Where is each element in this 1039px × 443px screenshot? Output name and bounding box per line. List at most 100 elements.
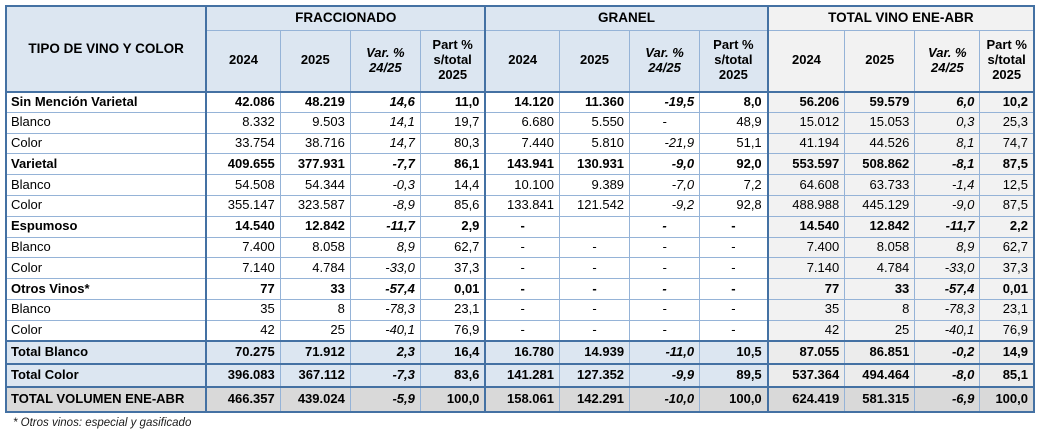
cell-total-2024: 41.194: [766, 132, 846, 155]
row-label: Varietal: [5, 153, 207, 176]
cell-frac-var: -7,7: [349, 153, 421, 176]
cell-frac-var: 14,6: [349, 91, 421, 113]
col-header-granel-2025: 2025: [558, 29, 631, 93]
cell-total-part: 10,2: [979, 91, 1035, 113]
report-page: TIPO DE VINO Y COLOR FRACCIONADO GRANEL …: [5, 5, 1035, 430]
data-row: Varietal 409.655 377.931 -7,7 86,1 143.941 130…: [5, 153, 1035, 176]
cell-total-part: 25,3: [979, 111, 1035, 134]
cell-granel-var: -: [629, 319, 701, 342]
cell-frac-2025: 439.024: [279, 386, 351, 413]
cell-total-var: 6,0: [914, 91, 981, 113]
cell-total-part: 74,7: [979, 132, 1035, 155]
cell-total-var: -8,0: [914, 363, 981, 388]
cell-granel-2025: 14.939: [558, 340, 631, 365]
col-header-total-2025: 2025: [844, 29, 916, 93]
cell-granel-part: 89,5: [699, 363, 769, 388]
data-row: Color 7.140 4.784 -33,0 37,3- - - -7.140 4.784 -3…: [5, 257, 1035, 280]
data-row: Blanco 8.332 9.503 14,1 19,7 6.680 5.550-48,9 1…: [5, 111, 1035, 134]
row-label: Total Blanco: [5, 340, 207, 365]
cell-total-2025: 44.526: [844, 132, 916, 155]
cell-total-var: -57,4: [914, 278, 981, 300]
cell-frac-part: 100,0: [419, 386, 486, 413]
col-header-granel-2024: 2024: [484, 29, 560, 93]
cell-total-part: 85,1: [979, 363, 1035, 388]
cell-frac-part: 76,9: [419, 319, 486, 342]
cell-total-2024: 35: [766, 298, 846, 321]
cell-frac-var: -5,9: [349, 386, 421, 413]
col-header-frac-2024: 2024: [205, 29, 281, 93]
cell-total-2025: 86.851: [844, 340, 916, 365]
cell-granel-2025: 121.542: [558, 194, 631, 217]
cell-total-part: 87,5: [979, 153, 1035, 176]
cell-granel-2025: -: [558, 278, 631, 300]
cell-frac-var: -78,3: [349, 298, 421, 321]
cell-total-var: -0,2: [914, 340, 981, 365]
cell-frac-var: 14,7: [349, 132, 421, 155]
row-label: Color: [5, 132, 207, 155]
cell-total-var: -9,0: [914, 194, 981, 217]
cell-granel-2024: -: [484, 236, 560, 259]
cell-granel-part: 92,8: [699, 194, 769, 217]
cell-granel-2024: -: [484, 319, 560, 342]
cell-frac-2025: 4.784: [279, 257, 351, 280]
table-header: TIPO DE VINO Y COLOR FRACCIONADO GRANEL …: [5, 5, 1035, 93]
cell-total-var: -11,7: [914, 215, 981, 238]
cell-total-2024: 64.608: [766, 174, 846, 196]
footnote: * Otros vinos: especial y gasificado: [13, 417, 192, 430]
cell-total-2024: 553.597: [766, 153, 846, 176]
cell-granel-2024: 143.941: [484, 153, 560, 176]
col-header-frac-part: Part % s/total 2025: [419, 29, 486, 93]
cell-granel-2024: 16.780: [484, 340, 560, 365]
row-label: Blanco: [5, 111, 207, 134]
cell-frac-part: 0,01: [419, 278, 486, 300]
cell-granel-2025: 5.810: [558, 132, 631, 155]
cell-granel-part: 8,0: [699, 91, 769, 113]
cell-frac-2025: 377.931: [279, 153, 351, 176]
cell-granel-part: -: [699, 215, 769, 238]
cell-total-var: -40,1: [914, 319, 981, 342]
cell-frac-part: 2,9: [419, 215, 486, 238]
table-body: Sin Mención Varietal 42.086 48.219 14,6 11,0…: [5, 91, 1035, 413]
cell-frac-part: 37,3: [419, 257, 486, 280]
cell-granel-part: 10,5: [699, 340, 769, 365]
cell-total-part: 62,7: [979, 236, 1035, 259]
col-header-total-2024: 2024: [766, 29, 846, 93]
col-header-frac-var: Var. % 24/25: [349, 29, 421, 93]
cell-total-part: 12,5: [979, 174, 1035, 196]
cell-frac-var: -7,3: [349, 363, 421, 388]
data-row: Blanco 35 8 -78,3 23,1- - - -35 8 -78,3 23,1: [5, 298, 1035, 321]
cell-frac-var: 8,9: [349, 236, 421, 259]
cell-total-2024: 15.012: [766, 111, 846, 134]
row-label: TOTAL VOLUMEN ENE-ABR: [5, 386, 207, 413]
row-label: Total Color: [5, 363, 207, 388]
cell-granel-var: -11,0: [629, 340, 701, 365]
cell-total-2024: 77: [766, 278, 846, 300]
cell-total-part: 2,2: [979, 215, 1035, 238]
cell-frac-2025: 71.912: [279, 340, 351, 365]
cell-total-2025: 12.842: [844, 215, 916, 238]
cell-total-2025: 25: [844, 319, 916, 342]
cell-frac-part: 16,4: [419, 340, 486, 365]
cell-granel-2024: 6.680: [484, 111, 560, 134]
cell-frac-part: 14,4: [419, 174, 486, 196]
data-row: Otros Vinos* 77 33 -57,4 0,01- - - -77 33 -57,4 0,…: [5, 278, 1035, 300]
cell-total-part: 23,1: [979, 298, 1035, 321]
cell-total-2025: 59.579: [844, 91, 916, 113]
cell-frac-2025: 323.587: [279, 194, 351, 217]
row-label: Espumoso: [5, 215, 207, 238]
cell-granel-2024: -: [484, 278, 560, 300]
cell-granel-2024: 141.281: [484, 363, 560, 388]
cell-frac-2024: 7.140: [205, 257, 281, 280]
cell-total-var: -6,9: [914, 386, 981, 413]
cell-granel-var: -9,9: [629, 363, 701, 388]
cell-frac-part: 83,6: [419, 363, 486, 388]
cell-frac-part: 19,7: [419, 111, 486, 134]
cell-granel-part: -: [699, 319, 769, 342]
cell-granel-2024: -: [484, 298, 560, 321]
cell-granel-part: -: [699, 278, 769, 300]
cell-granel-var: -: [629, 215, 701, 238]
cell-total-2025: 8: [844, 298, 916, 321]
data-row: Blanco 7.400 8.058 8,9 62,7- - - -7.400 8.058 8,9…: [5, 236, 1035, 259]
cell-total-2024: 537.364: [766, 363, 846, 388]
cell-granel-part: 92,0: [699, 153, 769, 176]
